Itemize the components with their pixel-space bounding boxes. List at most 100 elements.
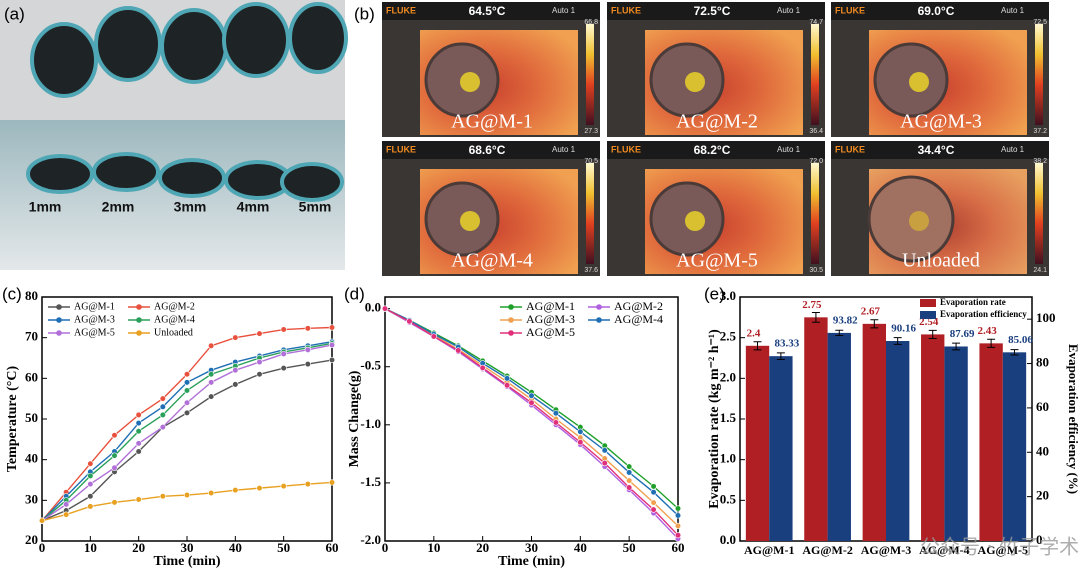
data-point [674,505,682,512]
x-tick-label: AG@M-5 [978,543,1028,557]
bar [979,343,1003,541]
legend-marker [56,317,62,323]
sample-label: AG@M-2 [676,111,758,133]
x-tick-label: 0 [39,540,46,555]
value-label: 2.4 [747,327,761,339]
error-bar [928,329,937,339]
legend-label: AG@M-5 [74,327,115,338]
scale-max: 74.7 [809,19,823,26]
y2-axis-label: Evaporation efficiency (%) [1066,344,1080,494]
data-point [87,493,94,500]
series-line [384,308,679,540]
bar [862,323,886,541]
panel-label: (c) [2,284,22,303]
x-tick-label: 20 [132,540,145,555]
bar [944,346,968,541]
x-tick-label: AG@M-3 [861,543,911,557]
tile-header [831,141,1049,159]
data-point [38,517,46,524]
data-point [304,361,311,368]
data-point [159,403,166,410]
y-tick-label: 1.5 [720,410,737,425]
mode: Auto 1 [777,6,801,15]
y-tick-label: 2.5 [720,329,737,344]
tile-temperature: 68.6°C [469,143,506,157]
legend-marker [56,304,62,310]
data-point [674,522,682,529]
data-point [528,392,535,399]
x-tick-label: AG@M-4 [919,543,969,557]
bar [827,332,851,541]
data-point [135,496,142,503]
error-bar [987,338,996,348]
data-point [280,326,287,333]
legend-label: AG@M-1 [526,299,575,313]
legend-marker [596,304,602,310]
mode: Auto 1 [1001,6,1025,15]
value-label: 83.33 [775,338,800,350]
hot-spot [460,72,480,92]
x-tick-label: 20 [476,540,489,555]
samples-top [30,2,348,98]
data-point [183,491,191,499]
data-point [183,399,191,406]
data-point [650,506,657,513]
y-tick-label: -1.0 [360,416,381,431]
legend-label: AG@M-3 [526,312,575,326]
data-point [503,382,511,389]
legend-label: AG@M-5 [526,325,575,339]
color-scale [586,163,594,264]
data-point [208,393,215,400]
legend-marker [508,304,514,310]
data-point [256,330,263,337]
hot-spot [460,211,480,231]
y-tick-label: 30 [25,491,38,506]
data-point [183,371,191,378]
data-point [208,489,215,497]
scale-min: 37.6 [584,267,598,274]
hot-spot [685,72,705,92]
x-tick-label: 10 [427,540,440,555]
x-tick-label: 60 [326,540,339,555]
thickness-label: 4mm [237,199,270,215]
y-tick-label: 60 [25,369,38,384]
data-point [111,464,118,471]
legend-label: AG@M-2 [154,301,195,312]
tile-temperature: 72.5°C [694,4,731,18]
data-point [159,493,166,500]
color-scale [1035,24,1043,125]
x-tick-label: 50 [623,540,636,555]
legend-label: AG@M-4 [154,314,195,325]
data-point [63,501,70,508]
legend-marker [56,330,62,336]
tile-header [607,2,825,20]
color-scale [811,24,819,125]
legend-label: AG@M-2 [614,299,663,313]
x-tick-label: 40 [229,540,242,555]
tile-header [831,2,1049,20]
color-scale [811,163,819,264]
sample-label: Unloaded [902,250,980,272]
data-point [87,480,94,488]
data-point [159,424,166,431]
y-tick-label: 0.0 [720,532,736,547]
scale-min: 30.5 [809,267,823,274]
x-tick-label: AG@M-2 [802,543,852,557]
data-point [232,487,239,494]
y-tick-label: 0.0 [365,300,381,315]
data-point [183,387,191,394]
watermark: 公众号 · 竹子学术 [920,535,1079,559]
x-tick-label: 10 [84,540,97,555]
y-tick-label: 50 [25,410,38,425]
x-tick-label: 0 [382,540,389,555]
data-point [256,485,263,492]
bar [886,341,910,541]
brand: FLUKE [611,5,641,15]
legend-label: AG@M-3 [74,314,115,325]
tile-header [382,2,600,20]
x-tick-label: 60 [672,540,685,555]
tile-temperature: 64.5°C [469,4,506,18]
x-axis-label: Time (min) [498,554,565,569]
brand: FLUKE [611,144,641,154]
data-point [650,483,657,490]
